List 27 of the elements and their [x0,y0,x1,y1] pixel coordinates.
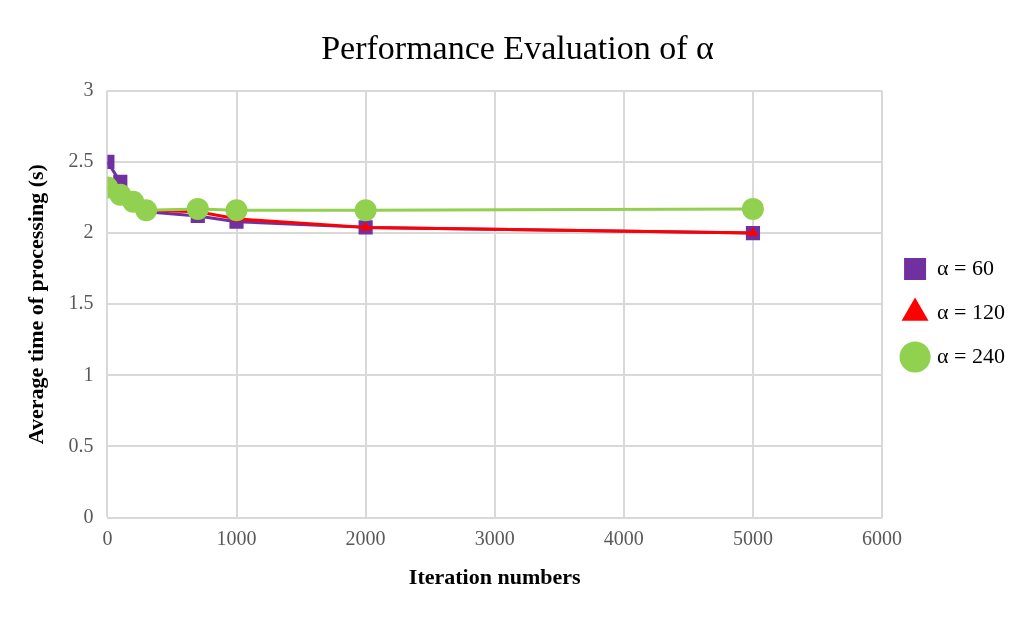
y-tick-label: 1 [83,362,94,385]
point [360,221,371,231]
point [354,199,377,222]
y-tick-label: 3 [83,78,94,101]
legend-label: α = 60 [937,254,994,280]
y-tick-label: 1.5 [68,291,94,314]
x-tick-label: 0 [102,526,113,549]
point [186,197,209,220]
y-axis-title: Average time of processing (s) [22,164,48,445]
point [741,197,764,220]
x-tick-label: 4000 [603,526,644,549]
y-tick-label: 0 [83,504,94,527]
chart-title: Performance Evaluation of α [321,29,714,67]
y-tick-label: 0.5 [68,433,94,456]
point [747,227,759,237]
legend-label: α = 240 [937,342,1005,368]
point [135,199,158,222]
x-tick-label: 6000 [862,526,903,549]
point [225,199,248,222]
y-tick-label: 2.5 [68,149,94,172]
x-axis-title: Iteration numbers [408,564,582,590]
legend-label: α = 120 [937,298,1005,324]
x-tick-label: 2000 [345,526,386,549]
x-tick-label: 3000 [474,526,515,549]
x-tick-label: 1000 [216,526,257,549]
y-tick-label: 2 [83,220,94,243]
x-tick-label: 5000 [732,526,773,549]
